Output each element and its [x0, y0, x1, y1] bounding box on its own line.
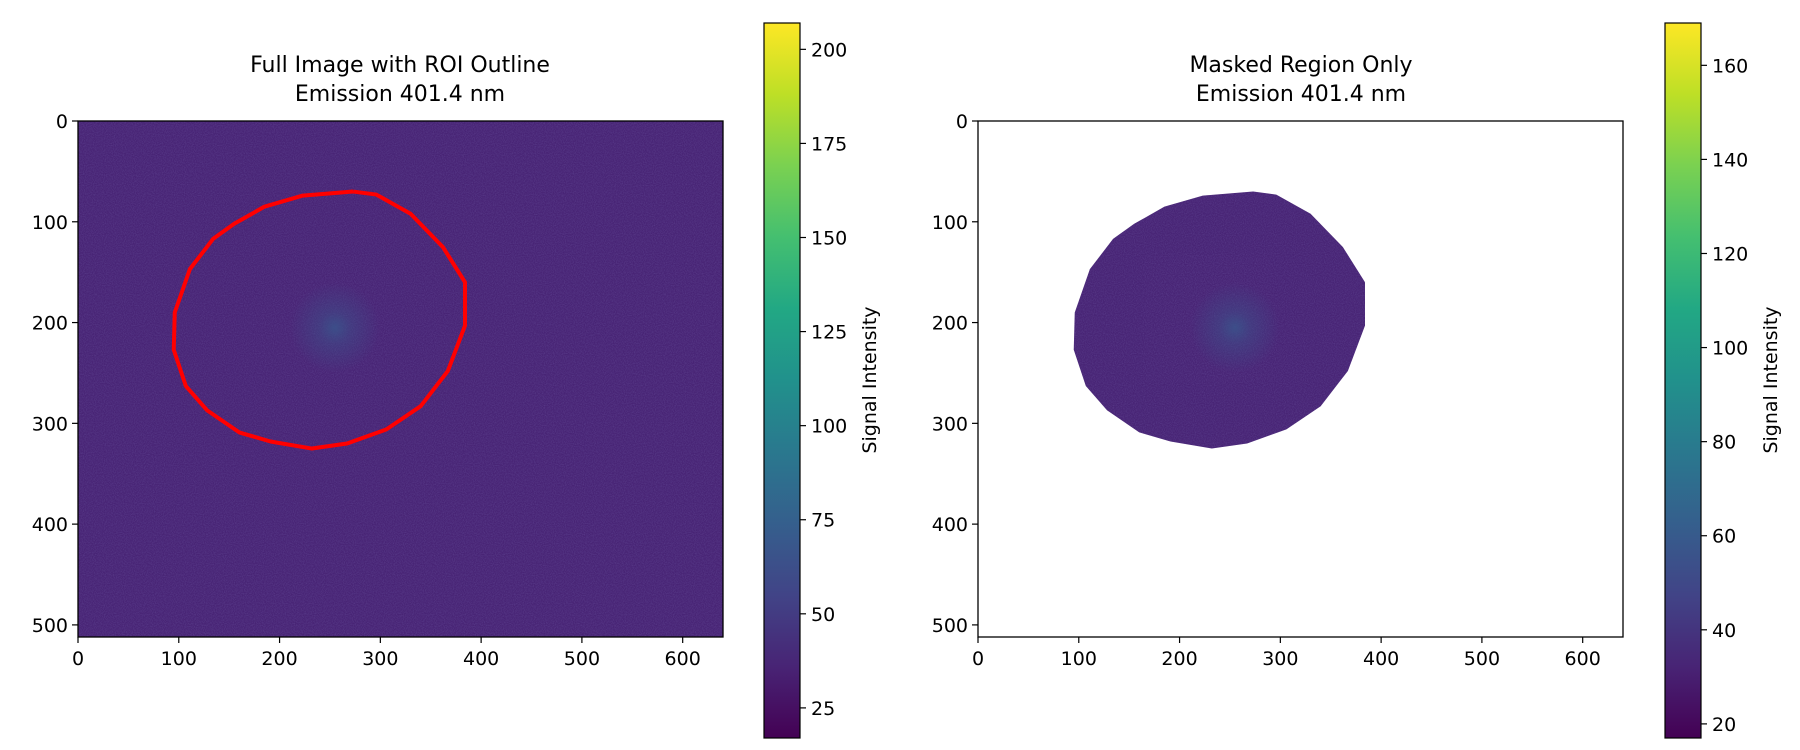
right-x-tick-label: 600 — [1565, 648, 1601, 670]
right-x-axis: 0 100 200 300 400 500 600 — [972, 637, 1601, 670]
left-y-tick-label: 300 — [32, 413, 68, 435]
right-subtitle: Emission 401.4 nm — [1196, 82, 1406, 107]
right-y-tick-label: 500 — [932, 615, 968, 637]
left-colorbar-tick-label: 75 — [811, 510, 835, 532]
left-x-tick-label: 400 — [463, 648, 499, 670]
left-x-tick-label: 300 — [362, 648, 398, 670]
left-y-axis: 0 100 200 300 400 500 — [32, 111, 78, 637]
right-y-tick-label: 400 — [932, 514, 968, 536]
left-y-tick-label: 200 — [32, 313, 68, 335]
left-x-tick-label: 0 — [72, 648, 84, 670]
left-title: Full Image with ROI Outline — [250, 53, 550, 78]
left-image-noise — [78, 121, 723, 637]
left-colorbar-tick-label: 200 — [811, 39, 847, 61]
right-y-tick-label: 100 — [932, 212, 968, 234]
right-x-tick-label: 0 — [972, 648, 984, 670]
roi-outline-path — [171, 189, 467, 451]
right-panel: Masked Region Only Emission 401.4 nm 0 10… — [932, 22, 1782, 739]
left-colorbar: 25 50 75 100 125 150 175 200 — [763, 22, 847, 739]
left-colorbar-tick-label: 175 — [811, 133, 847, 155]
right-colorbar-tick-label: 160 — [1712, 55, 1748, 77]
right-x-tick-label: 300 — [1262, 648, 1298, 670]
right-y-tick-label: 0 — [956, 111, 968, 133]
right-hotspot — [1189, 282, 1280, 373]
right-x-tick-label: 400 — [1363, 648, 1399, 670]
left-image-layer — [78, 121, 723, 637]
right-x-tick-label: 100 — [1061, 648, 1097, 670]
right-colorbar-tick-label: 60 — [1712, 526, 1736, 548]
left-x-axis: 0 100 200 300 400 500 600 — [72, 637, 701, 670]
left-heatmap-image — [78, 121, 723, 637]
right-x-tick-label: 500 — [1464, 648, 1500, 670]
left-colorbar-tick-label: 25 — [811, 698, 835, 720]
left-x-tick-label: 600 — [665, 648, 701, 670]
right-x-tick-label: 200 — [1161, 648, 1197, 670]
right-colorbar-tick-label: 20 — [1712, 714, 1736, 736]
right-y-axis: 0 100 200 300 400 500 — [932, 111, 978, 637]
left-subtitle: Emission 401.4 nm — [295, 82, 505, 107]
left-y-tick-label: 400 — [32, 514, 68, 536]
left-x-tick-label: 200 — [261, 648, 297, 670]
left-colorbar-tick-label: 125 — [811, 322, 847, 344]
left-hotspot — [289, 282, 380, 373]
right-masked-image — [1073, 191, 1365, 449]
left-colorbar-label: Signal Intensity — [859, 306, 881, 453]
right-colorbar-tick-label: 40 — [1712, 620, 1736, 642]
right-title: Masked Region Only — [1189, 53, 1412, 78]
right-colorbar-gradient — [1664, 22, 1702, 739]
right-colorbar-tick-label: 140 — [1712, 149, 1748, 171]
left-y-tick-label: 0 — [56, 111, 68, 133]
left-colorbar-gradient — [763, 22, 801, 739]
left-y-tick-label: 500 — [32, 615, 68, 637]
left-colorbar-tick-label: 50 — [811, 604, 835, 626]
left-plot-frame — [77, 120, 724, 638]
right-plot-frame — [977, 120, 1624, 638]
right-colorbar-tick-label: 80 — [1712, 432, 1736, 454]
right-colorbar: 20 40 60 80 100 120 140 160 — [1664, 22, 1748, 739]
right-y-tick-label: 200 — [932, 313, 968, 335]
right-colorbar-label: Signal Intensity — [1760, 306, 1782, 453]
roi-outline — [171, 189, 467, 451]
right-image-noise — [1073, 191, 1365, 449]
left-colorbar-tick-label: 100 — [811, 416, 847, 438]
left-colorbar-tick-label: 150 — [811, 228, 847, 250]
right-colorbar-tick-label: 100 — [1712, 338, 1748, 360]
right-colorbar-tick-label: 120 — [1712, 243, 1748, 265]
left-x-tick-label: 500 — [564, 648, 600, 670]
right-y-tick-label: 300 — [932, 413, 968, 435]
left-y-tick-label: 100 — [32, 212, 68, 234]
left-panel: Full Image with ROI Outline Emission 401… — [32, 22, 881, 739]
right-image-layer — [1073, 191, 1365, 449]
left-x-tick-label: 100 — [161, 648, 197, 670]
